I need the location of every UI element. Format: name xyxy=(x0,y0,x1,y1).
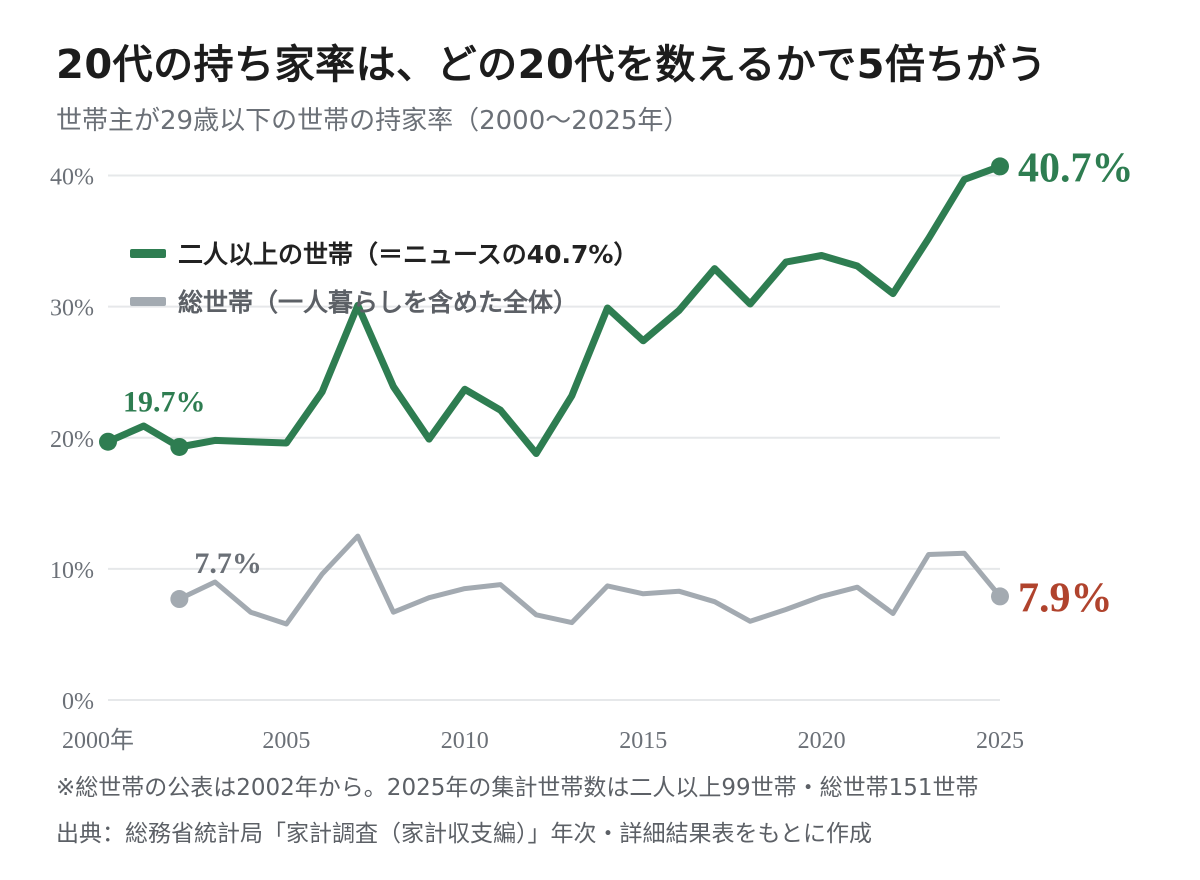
x-tick-label: 2000年 xyxy=(62,727,134,754)
data-label: 7.7% xyxy=(194,547,261,580)
legend: 二人以上の世帯（＝ニュースの40.7%） 総世帯（一人暮らしを含めた全体） xyxy=(130,234,638,330)
data-label: 40.7% xyxy=(1018,145,1134,191)
data-point-marker xyxy=(991,587,1009,606)
footnote: ※総世帯の公表は2002年から。2025年の集計世帯数は二人以上99世帯・総世帯… xyxy=(56,775,979,801)
x-tick-label: 2010 xyxy=(441,728,489,754)
legend-label-two-plus-households: 二人以上の世帯（＝ニュースの40.7%） xyxy=(178,240,639,269)
y-tick-label: 0% xyxy=(62,689,94,715)
source-note: 出典：総務省統計局「家計調査（家計収支編）」年次・詳細結果表をもとに作成 xyxy=(56,821,873,847)
chart-subtitle: 世帯主が29歳以下の世帯の持家率（2000～2025年） xyxy=(56,106,690,136)
series-line-two-plus-households xyxy=(104,162,1004,457)
y-tick-label: 10% xyxy=(50,558,94,584)
y-tick-label: 30% xyxy=(50,296,94,322)
legend-swatch-green xyxy=(130,248,166,258)
x-tick-label: 2025 xyxy=(976,728,1024,754)
data-point-marker xyxy=(170,590,189,609)
y-tick-label: 20% xyxy=(50,427,94,453)
x-tick-label: 2005 xyxy=(262,728,310,754)
legend-item-two-plus-households: 二人以上の世帯（＝ニュースの40.7%） xyxy=(130,234,638,272)
data-label: 7.9% xyxy=(1018,575,1113,621)
x-tick-label: 2020 xyxy=(798,728,846,754)
chart-title: 20代の持ち家率は、どの20代を数えるかで5倍ちがう xyxy=(56,42,1047,88)
data-point-marker xyxy=(170,437,189,456)
data-label: 19.7% xyxy=(123,386,206,419)
y-tick-label: 40% xyxy=(50,165,94,191)
legend-swatch-gray xyxy=(130,296,166,306)
data-point-marker xyxy=(991,157,1009,176)
legend-item-all-households: 総世帯（一人暮らしを含めた全体） xyxy=(130,282,638,320)
x-tick-label: 2015 xyxy=(619,728,667,754)
legend-label-all-households: 総世帯（一人暮らしを含めた全体） xyxy=(178,288,579,317)
data-point-marker xyxy=(99,432,117,451)
series-line-all-households xyxy=(176,533,1003,627)
